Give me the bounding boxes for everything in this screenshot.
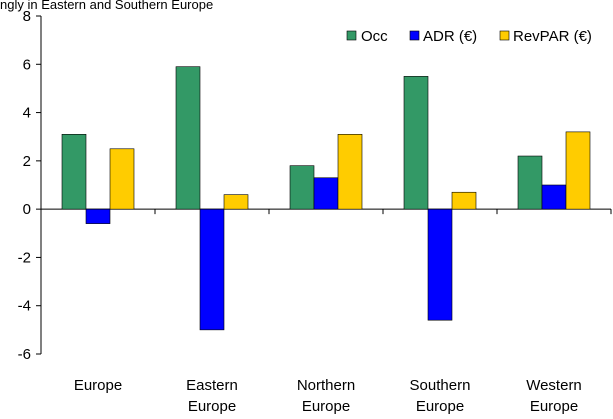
bar-adr-1 bbox=[199, 208, 225, 331]
y-tick-label: 4 bbox=[23, 105, 31, 122]
legend-swatch bbox=[409, 30, 420, 41]
axes: -6 -4 -2 0 2 4 6 8 bbox=[18, 8, 612, 363]
category-label: Southern bbox=[410, 377, 471, 394]
y-tick-label: 0 bbox=[23, 201, 31, 218]
category-label: Europe bbox=[530, 398, 578, 415]
bar-adr-2 bbox=[313, 177, 339, 210]
category-label: Europe bbox=[188, 398, 236, 415]
bar-adr-3 bbox=[427, 208, 453, 321]
bar-occ-4 bbox=[517, 155, 543, 210]
bar-occ-0 bbox=[61, 134, 87, 210]
bar-revpar-2 bbox=[337, 134, 363, 210]
category-label: Northern bbox=[297, 377, 355, 394]
category-label: Europe bbox=[302, 398, 350, 415]
category-label: Western bbox=[526, 377, 582, 394]
legend: Occ ADR (€) RevPAR (€) bbox=[346, 28, 592, 45]
legend-label: RevPAR (€) bbox=[513, 28, 592, 45]
legend-label: ADR (€) bbox=[423, 28, 477, 45]
bar-revpar-0 bbox=[109, 148, 135, 210]
y-tick-label: 2 bbox=[23, 153, 31, 170]
category-labels: Europe Eastern Europe Northern Europe Souther… bbox=[74, 377, 582, 415]
bar-occ-1 bbox=[175, 66, 201, 210]
y-tick-label: -2 bbox=[18, 249, 31, 266]
y-tick-label: 6 bbox=[23, 56, 31, 73]
y-tick-label: -4 bbox=[18, 298, 31, 315]
legend-swatch bbox=[499, 30, 510, 41]
top-note: ngly in Eastern and Southern Europe bbox=[0, 0, 213, 12]
legend-swatch bbox=[346, 30, 357, 41]
bar-revpar-1 bbox=[223, 194, 249, 210]
category-label: Europe bbox=[416, 398, 464, 415]
bar-adr-0 bbox=[85, 208, 111, 224]
category-label: Europe bbox=[74, 377, 122, 394]
y-tick-label: -6 bbox=[18, 346, 31, 363]
bar-revpar-3 bbox=[451, 191, 477, 210]
legend-label: Occ bbox=[361, 28, 388, 45]
y-tick-label: 8 bbox=[23, 8, 31, 25]
category-label: Eastern bbox=[186, 377, 238, 394]
bar-occ-3 bbox=[403, 76, 429, 210]
bar-occ-2 bbox=[289, 165, 315, 210]
bar-revpar-4 bbox=[565, 131, 591, 210]
bars bbox=[61, 66, 591, 331]
bar-adr-4 bbox=[541, 184, 567, 210]
